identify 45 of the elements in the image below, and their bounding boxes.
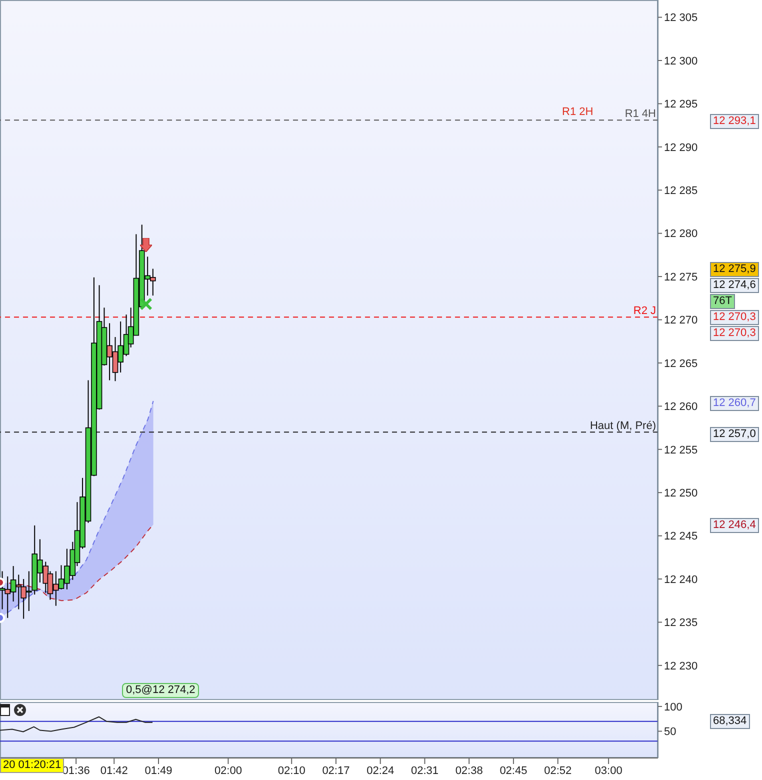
y-tick-label: 12 305	[664, 12, 698, 24]
ref-line-label: R1 4H	[624, 108, 656, 120]
y-tick-label: 12 280	[664, 228, 698, 240]
text: 12 246,4	[710, 518, 759, 533]
y-tick-label: 12 230	[664, 660, 698, 672]
text: 12 293,1	[710, 114, 759, 129]
y-tick-label: 12 240	[664, 574, 698, 586]
y-tick-label: 12 265	[664, 358, 698, 370]
text: 20 01:20:21	[0, 758, 64, 773]
y-tick-label: 12 300	[664, 55, 698, 68]
text: 12 274,6	[710, 278, 759, 293]
annotation: 0,5@12 274,2	[122, 683, 200, 698]
y-tick-label: 12 235	[664, 617, 698, 630]
x-tick-label: 02:45	[500, 764, 528, 777]
y-tick-label: 12 290	[664, 142, 698, 154]
ref-line-label: R2 J	[633, 305, 656, 318]
y-tick-label: 100	[664, 701, 682, 714]
x-tick-label: 02:00	[214, 764, 242, 777]
y-tick-label: 12 260	[664, 401, 698, 414]
text: 68,334	[710, 714, 750, 729]
x-tick-label: 02:52	[544, 764, 572, 777]
y-tick-label: 12 285	[664, 185, 698, 198]
x-tick-label: 01:42	[100, 764, 128, 777]
y-tick-label: 12 270	[664, 314, 698, 327]
x-tick-label: 02:24	[366, 764, 394, 777]
text: 12 270,3	[710, 310, 759, 325]
y-tick-label: 12 250	[664, 488, 698, 500]
y-tick-label: 12 275	[664, 271, 698, 284]
text: 76T	[710, 294, 735, 309]
text: 12 275,9	[710, 262, 759, 277]
y-tick-label: 50	[664, 726, 676, 738]
y-tick-label: 12 255	[664, 444, 698, 456]
text: 12 270,3	[710, 326, 759, 341]
text: 12 260,7	[710, 396, 759, 411]
text: 12 257,0	[710, 427, 759, 442]
y-tick-label: 12 245	[664, 530, 698, 543]
x-tick-label: 02:38	[455, 764, 483, 777]
y-tick-label: 12 295	[664, 98, 698, 111]
x-tick-label: 01:49	[144, 764, 172, 777]
x-tick-label: 02:31	[410, 764, 438, 777]
x-tick-label: 02:17	[322, 764, 350, 777]
x-tick-label: 02:10	[278, 764, 306, 777]
ref-line-label: Haut (M, Pré)	[590, 420, 656, 432]
annotation: R1 2H	[562, 106, 594, 119]
x-tick-label: 03:00	[594, 764, 622, 777]
